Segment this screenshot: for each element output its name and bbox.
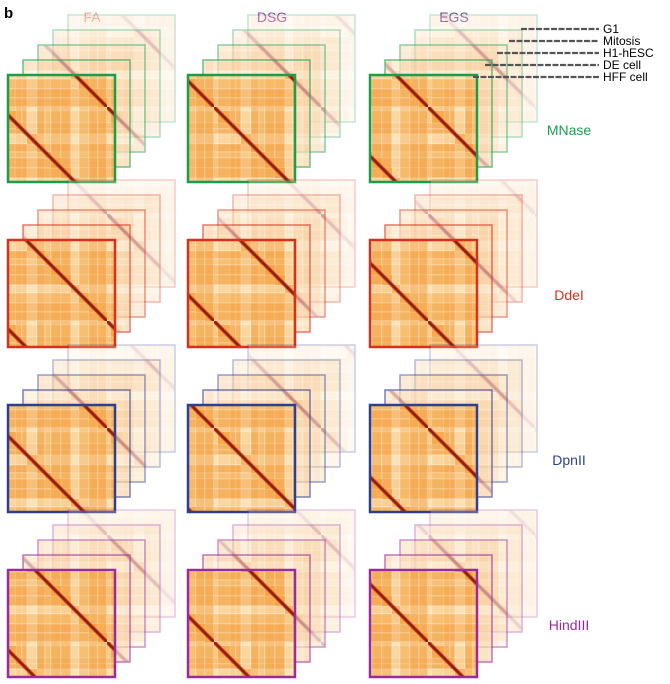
heatmap-hff-cell xyxy=(368,403,479,514)
heatmap-stack-ddei-fa xyxy=(6,179,176,349)
heatmap-stack-ddei-dsg xyxy=(186,179,356,349)
row-label-hindiii: HindIII xyxy=(549,617,589,633)
heatmap-grid xyxy=(6,14,538,679)
legend-label: HFF cell xyxy=(603,70,648,84)
heatmap-stack-hindiii-fa xyxy=(6,509,176,679)
heatmap-hff-cell xyxy=(186,73,297,184)
heatmap-hff-cell xyxy=(368,568,479,679)
heatmap-hff-cell xyxy=(368,238,479,349)
legend-label: Mitosis xyxy=(603,34,640,48)
legend-label: DE cell xyxy=(603,58,641,72)
heatmap-stack-mnase-fa xyxy=(6,14,176,184)
heatmap-hff-cell xyxy=(186,238,297,349)
legend-label: H1-hESC xyxy=(603,46,654,60)
heatmap-hff-cell xyxy=(6,403,117,514)
legend-item-g1: G1 xyxy=(521,22,619,36)
legend-label: G1 xyxy=(603,22,619,36)
row-label-ddei: DdeI xyxy=(554,287,584,303)
heatmap-hff-cell xyxy=(6,568,117,679)
legend-item-mitosis: Mitosis xyxy=(509,34,640,48)
heatmap-stack-dpnii-egs xyxy=(368,344,538,514)
heatmap-hff-cell xyxy=(6,73,117,184)
heatmap-stack-mnase-egs xyxy=(368,14,538,184)
heatmap-stack-dpnii-dsg xyxy=(186,344,356,514)
heatmap-hff-cell xyxy=(6,238,117,349)
heatmap-stack-hindiii-dsg xyxy=(186,509,356,679)
heatmap-hff-cell xyxy=(186,568,297,679)
panel-label: b xyxy=(4,5,13,22)
legend-item-h1-hesc: H1-hESC xyxy=(497,46,654,60)
heatmap-stack-dpnii-fa xyxy=(6,344,176,514)
heatmap-stack-mnase-dsg xyxy=(186,14,356,184)
row-labels: MNase DdeI DpnII HindIII xyxy=(547,122,592,633)
row-label-mnase: MNase xyxy=(547,122,592,138)
heatmap-stack-hindiii-egs xyxy=(368,509,538,679)
heatmap-stack-ddei-egs xyxy=(368,179,538,349)
heatmap-hff-cell xyxy=(368,73,479,184)
legend-item-hff-cell: HFF cell xyxy=(473,70,648,84)
legend-item-de-cell: DE cell xyxy=(485,58,641,72)
heatmap-hff-cell xyxy=(186,403,297,514)
row-label-dpnii: DpnII xyxy=(552,452,585,468)
